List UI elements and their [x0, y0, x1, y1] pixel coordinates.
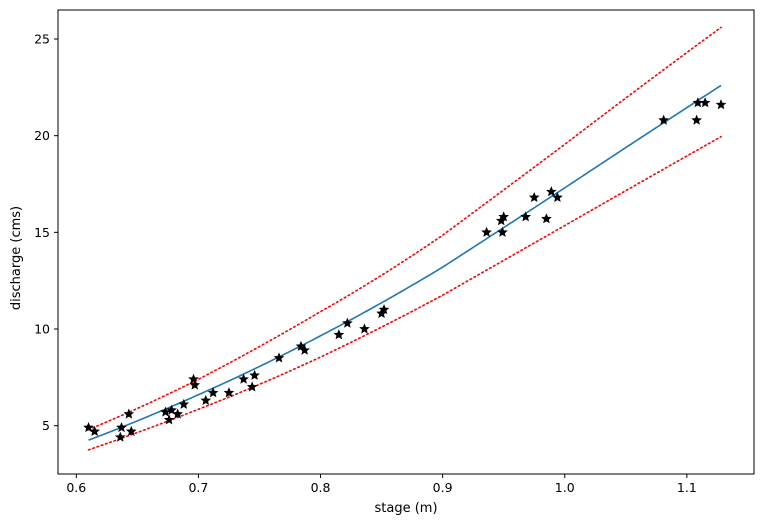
data-point — [249, 369, 260, 380]
data-point — [223, 387, 235, 398]
bound-line-3 — [87, 135, 722, 451]
y-tick-label: 20 — [34, 128, 50, 143]
y-axis-label: discharge (cms) — [9, 206, 24, 310]
data-point — [658, 114, 669, 125]
data-point — [699, 97, 711, 108]
data-point — [552, 191, 563, 203]
data-point — [89, 425, 100, 436]
data-point — [497, 226, 508, 237]
data-point — [163, 414, 175, 425]
data-point — [545, 186, 557, 197]
x-axis-label: stage (m) — [374, 501, 437, 516]
data-point — [342, 317, 353, 328]
x-tick-label: 0.8 — [311, 480, 331, 495]
data-point — [528, 191, 540, 203]
data-point — [116, 422, 127, 433]
data-point — [520, 211, 531, 222]
data-point — [299, 344, 310, 355]
data-point — [238, 373, 249, 384]
y-tick-label: 15 — [34, 225, 50, 240]
data-point — [114, 431, 126, 442]
x-tick-label: 0.7 — [188, 480, 208, 495]
data-point — [83, 422, 94, 433]
x-tick-label: 0.9 — [433, 480, 453, 495]
fit-line — [88, 84, 722, 441]
data-point — [123, 408, 135, 419]
y-tick-label: 25 — [34, 32, 50, 47]
bound-line-2 — [87, 26, 722, 431]
data-point — [273, 352, 285, 363]
data-point — [178, 398, 190, 409]
data-point — [333, 329, 345, 340]
x-tick-label: 0.6 — [66, 480, 86, 495]
data-point — [541, 213, 552, 224]
data-point — [481, 226, 492, 237]
data-point — [498, 211, 509, 222]
data-point — [715, 99, 727, 110]
data-point — [125, 425, 137, 436]
data-point — [691, 114, 702, 125]
data-point — [200, 394, 212, 406]
data-point — [166, 404, 177, 415]
y-tick-label: 10 — [34, 322, 50, 337]
plot-frame — [57, 9, 755, 475]
y-tick-label: 5 — [42, 418, 50, 433]
axes: 0.6 0.7 0.8 0.9 1.0 1.1 5 10 15 20 25 — [34, 9, 755, 495]
data-point — [246, 381, 258, 392]
data-point — [207, 387, 219, 398]
x-tick-label: 1.1 — [677, 480, 697, 495]
plot-area — [83, 26, 727, 451]
data-point — [189, 379, 201, 390]
data-point — [188, 373, 199, 384]
data-point — [378, 304, 390, 315]
data-point — [172, 408, 183, 419]
data-point — [359, 323, 370, 334]
x-tick-label: 1.0 — [555, 480, 575, 495]
